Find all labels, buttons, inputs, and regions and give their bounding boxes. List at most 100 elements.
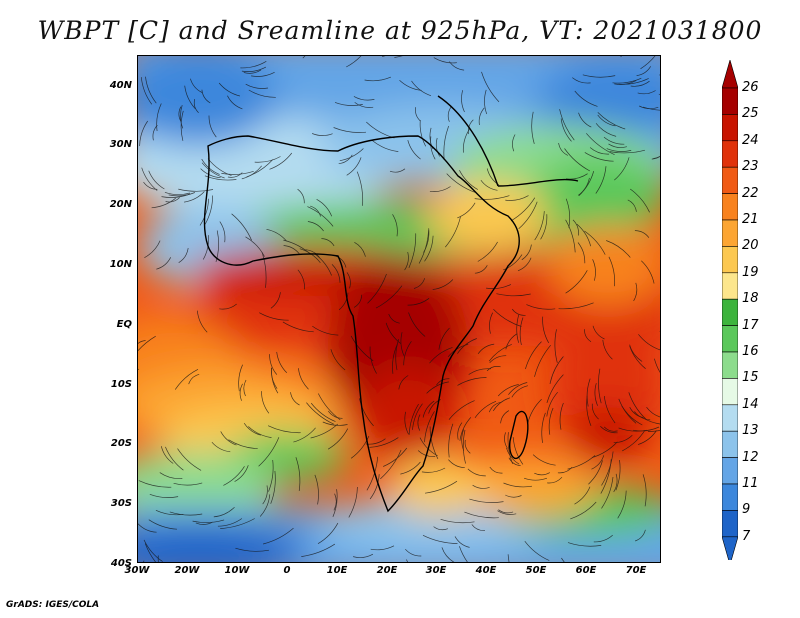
streamline xyxy=(321,238,335,247)
streamline xyxy=(283,245,300,255)
streamline xyxy=(370,545,395,551)
streamline xyxy=(630,80,650,87)
streamline xyxy=(196,310,208,333)
streamline xyxy=(468,368,492,375)
streamline xyxy=(489,466,503,474)
streamline xyxy=(642,474,647,507)
streamline xyxy=(488,401,501,413)
streamline xyxy=(496,293,531,297)
streamline xyxy=(335,255,347,268)
streamline xyxy=(204,195,213,225)
lat-label: 40S xyxy=(110,558,132,569)
streamline xyxy=(505,195,529,201)
streamline xyxy=(184,191,205,203)
streamline xyxy=(595,166,607,194)
streamline xyxy=(504,432,508,449)
streamline xyxy=(531,111,535,144)
streamline xyxy=(322,421,348,426)
streamline xyxy=(591,455,605,470)
streamline xyxy=(394,56,403,58)
streamline xyxy=(546,391,558,417)
streamline xyxy=(559,109,575,141)
streamline xyxy=(448,423,454,458)
colorbar-label: 12 xyxy=(742,449,759,465)
streamline xyxy=(512,437,524,465)
streamline xyxy=(211,441,231,453)
lon-label: 30E xyxy=(425,565,447,576)
streamline xyxy=(261,251,267,288)
streamline xyxy=(245,236,265,257)
streamline xyxy=(417,414,421,431)
streamline xyxy=(576,223,592,247)
streamline xyxy=(204,175,237,181)
streamline xyxy=(138,340,146,344)
streamline xyxy=(217,518,243,527)
streamline xyxy=(517,257,532,272)
colorbar-segment xyxy=(722,272,738,300)
streamline xyxy=(184,85,196,110)
streamline xyxy=(234,465,249,482)
streamline xyxy=(589,147,610,155)
streamline xyxy=(369,346,377,374)
streamline xyxy=(328,410,343,419)
streamline xyxy=(302,56,306,59)
streamline xyxy=(507,554,510,562)
streamline xyxy=(584,329,592,342)
streamline xyxy=(489,355,507,364)
streamline xyxy=(592,259,596,281)
colorbar-label: 16 xyxy=(742,344,759,359)
streamline xyxy=(554,329,558,363)
streamline xyxy=(382,56,386,57)
streamline xyxy=(375,285,403,309)
streamline xyxy=(138,523,157,533)
streamline xyxy=(591,441,618,458)
map-title: WBPT [C] and Sreamline at 925hPa, VT: 20… xyxy=(37,16,763,45)
streamline xyxy=(369,437,399,448)
streamline xyxy=(603,426,618,432)
streamline xyxy=(567,542,602,547)
streamline xyxy=(422,534,458,544)
streamline xyxy=(201,162,225,179)
streamline xyxy=(622,430,646,452)
streamline xyxy=(148,170,165,190)
colorbar-segment xyxy=(722,483,738,511)
colorbar-segment xyxy=(722,114,738,142)
streamline xyxy=(193,99,199,114)
streamline xyxy=(459,546,468,562)
streamline xyxy=(654,358,660,373)
streamline xyxy=(546,374,564,404)
streamline xyxy=(618,78,649,85)
streamline xyxy=(413,278,426,289)
colorbar-label: 18 xyxy=(742,291,759,307)
streamline xyxy=(594,383,598,406)
map-panel xyxy=(137,55,661,563)
colorbar-segment xyxy=(722,378,738,406)
streamline xyxy=(464,439,471,454)
streamline xyxy=(392,214,398,237)
streamline xyxy=(138,335,156,352)
streamline xyxy=(228,439,258,450)
streamline xyxy=(346,56,362,68)
streamline xyxy=(231,213,252,241)
streamline xyxy=(227,172,243,178)
lon-label: 10E xyxy=(326,565,348,576)
streamline xyxy=(472,484,490,489)
streamline xyxy=(139,120,148,147)
streamline xyxy=(532,454,556,466)
streamline xyxy=(503,254,523,271)
streamline xyxy=(557,466,573,474)
streamline xyxy=(218,82,240,97)
streamline xyxy=(314,253,332,276)
streamline xyxy=(474,195,510,200)
streamline xyxy=(178,248,189,263)
lon-label: 0 xyxy=(283,565,291,576)
footer-credit: GrADS: IGES/COLA xyxy=(6,600,100,610)
streamline xyxy=(498,509,514,514)
colorbar-segment xyxy=(722,457,738,485)
streamline xyxy=(493,308,522,327)
colorbar-segment xyxy=(722,325,738,353)
streamline xyxy=(317,522,339,545)
streamline xyxy=(578,171,595,197)
streamline xyxy=(407,298,430,306)
streamline xyxy=(251,71,275,77)
